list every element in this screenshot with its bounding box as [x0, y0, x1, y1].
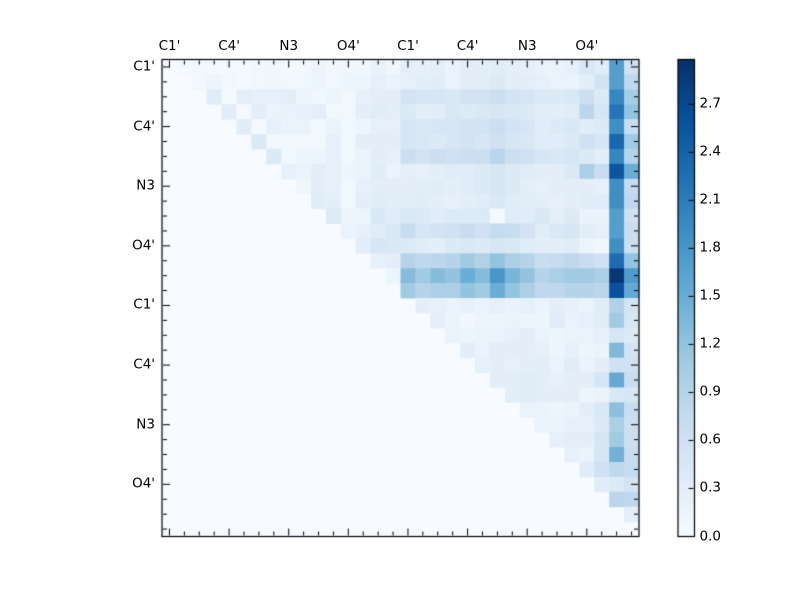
colorbar-tick-label: 1.5: [699, 287, 721, 304]
colorbar-tick-label: 0.6: [699, 431, 721, 448]
y-axis-label: N3: [136, 415, 155, 432]
colorbar-tick-label: 1.8: [699, 239, 721, 256]
y-axis-label: C4': [133, 117, 155, 134]
colorbar-tick-label: 2.7: [699, 95, 721, 112]
y-axis-label: O4': [132, 475, 155, 492]
y-axis-label: N3: [136, 177, 155, 194]
y-axis-label: C1': [133, 58, 155, 75]
colorbar-tick-label: 0.9: [699, 383, 721, 400]
colorbar-tick-label: 1.2: [699, 335, 721, 352]
y-axis-label: C4': [133, 356, 155, 373]
x-axis-label: N3: [517, 37, 537, 54]
x-axis-label: C1': [397, 37, 419, 54]
x-axis-label: O4': [575, 37, 599, 54]
x-axis-label: C4': [456, 37, 479, 54]
x-axis-label: O4': [336, 37, 360, 54]
colorbar-tick-label: 0.3: [699, 479, 721, 496]
y-axis-label: O4': [132, 237, 155, 254]
colorbar-tick-label: 2.1: [699, 191, 721, 208]
colorbar-tick-label: 2.4: [699, 143, 721, 160]
x-axis-label: C4': [218, 37, 240, 54]
x-axis-label: N3: [279, 37, 299, 54]
x-axis-label: C1': [158, 37, 181, 54]
y-axis-label: C1': [133, 296, 155, 313]
colorbar-tick-label: 0.0: [699, 527, 721, 544]
